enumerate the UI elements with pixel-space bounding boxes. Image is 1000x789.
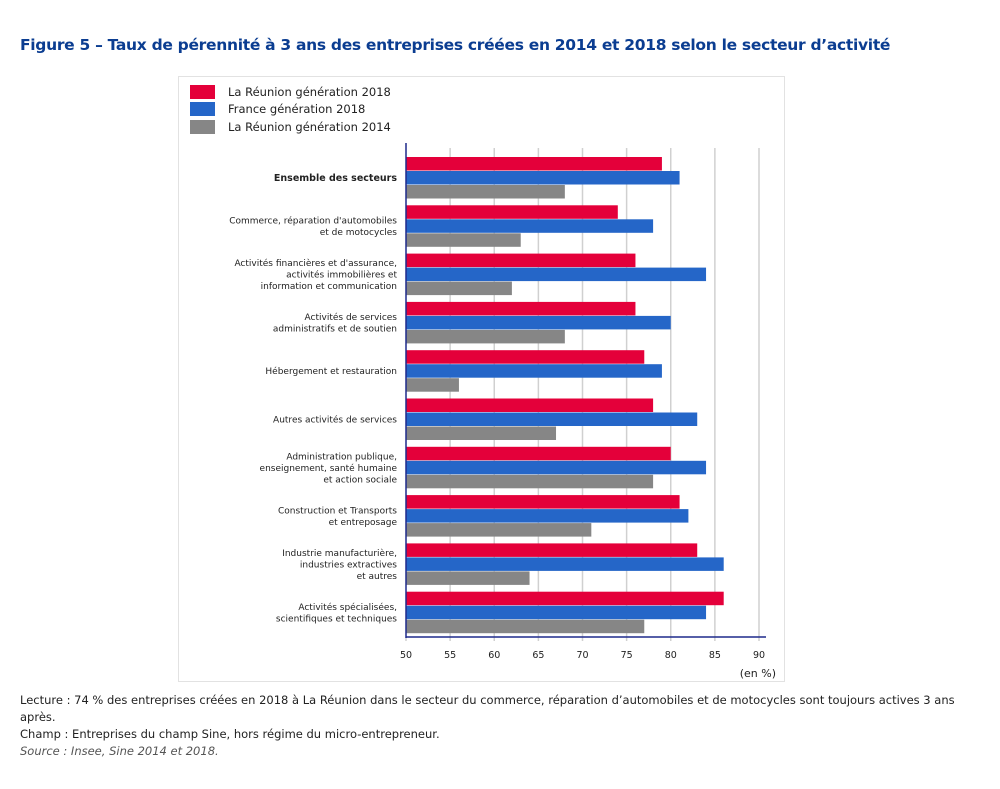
bars [406,157,724,634]
category-label: Ensemble des secteurs [274,173,397,184]
category-label: et action sociale [323,475,397,485]
category-label: Administration publique, [286,452,397,462]
bar [406,523,592,537]
bar [406,460,707,475]
bar [406,446,671,461]
category-label: Autres activités de services [273,415,397,426]
category-label: Commerce, réparation d'automobiles [229,216,397,227]
bar [406,219,654,233]
category-label: administratifs et de soutien [273,325,397,335]
lecture-note: Lecture : 74 % des entreprises créées en… [20,693,955,724]
source-note: Source : Insee, Sine 2014 et 2018. [20,744,219,758]
legend-label: France génération 2018 [228,102,366,117]
tick-labels: 50 55 60 65 70 75 80 85 90 [400,650,765,661]
category-label: information et communication [261,282,397,292]
category-label: industries extractives [300,560,397,570]
category-label: Hébergement et restauration [265,366,397,377]
category-label: scientifiques et techniques [276,614,397,624]
legend-swatch-reunion-2018 [190,84,215,99]
bar [406,171,680,185]
bar [406,205,618,219]
legend-label: La Réunion génération 2018 [228,84,391,99]
category-label: Activités de services [305,312,398,323]
bar [406,233,521,247]
bar [406,267,707,282]
bar [406,364,662,378]
category-label: et autres [357,572,398,582]
category-labels: Ensemble des secteurs Commerce, réparatio… [229,173,397,624]
category-label: activités immobilières et [286,270,397,281]
figure-notes: Lecture : 74 % des entreprises créées en… [20,692,970,760]
category-label: enseignement, santé humaine [260,463,398,474]
bar [406,619,645,634]
category-label: Industrie manufacturière, [282,548,397,559]
bar [406,301,636,316]
champ-note: Champ : Entreprises du champ Sine, hors … [20,727,440,741]
x-tick-label: 55 [444,650,456,661]
category-label: Activités financières et d'assurance, [234,258,397,269]
chart-legend: La Réunion génération 2018 France généra… [190,83,391,136]
bar [406,412,698,426]
bar [406,557,724,571]
category-label: et de motocycles [320,228,398,238]
legend-swatch-reunion-2014 [190,119,215,134]
x-tick-label: 80 [665,650,677,661]
figure-title: Figure 5 – Taux de pérennité à 3 ans des… [20,36,891,54]
axes [405,143,766,638]
bar [406,543,698,557]
legend-item-reunion-2014: La Réunion génération 2014 [190,118,391,136]
category-label: Activités spécialisées, [298,602,397,613]
bar [406,591,724,606]
bar [406,509,689,523]
bar [406,350,645,364]
legend-item-reunion-2018: La Réunion génération 2018 [190,83,391,101]
x-tick-label: 65 [532,650,544,661]
bar [406,495,680,509]
bar [406,426,557,440]
x-tick-label: 85 [709,650,721,661]
x-tick-label: 50 [400,650,412,661]
legend-item-france-2018: France génération 2018 [190,101,391,119]
category-label: Construction et Transports [278,506,397,516]
x-tick-label: 70 [576,650,588,661]
bar [406,157,662,171]
x-tick-label: 60 [488,650,500,661]
bar [406,329,565,344]
legend-swatch-france-2018 [190,102,215,117]
bar [406,474,654,489]
x-axis-unit-label: (en %) [740,667,776,680]
x-tick-label: 90 [753,650,765,661]
bar [406,605,707,620]
x-tick-label: 75 [621,650,633,661]
bar [406,315,671,330]
bar [406,253,636,268]
category-label: et entreposage [329,518,398,528]
bar [406,571,530,585]
bar [406,185,565,199]
bar [406,281,512,296]
legend-label: La Réunion génération 2014 [228,119,391,134]
bar [406,378,459,392]
bar [406,398,654,412]
